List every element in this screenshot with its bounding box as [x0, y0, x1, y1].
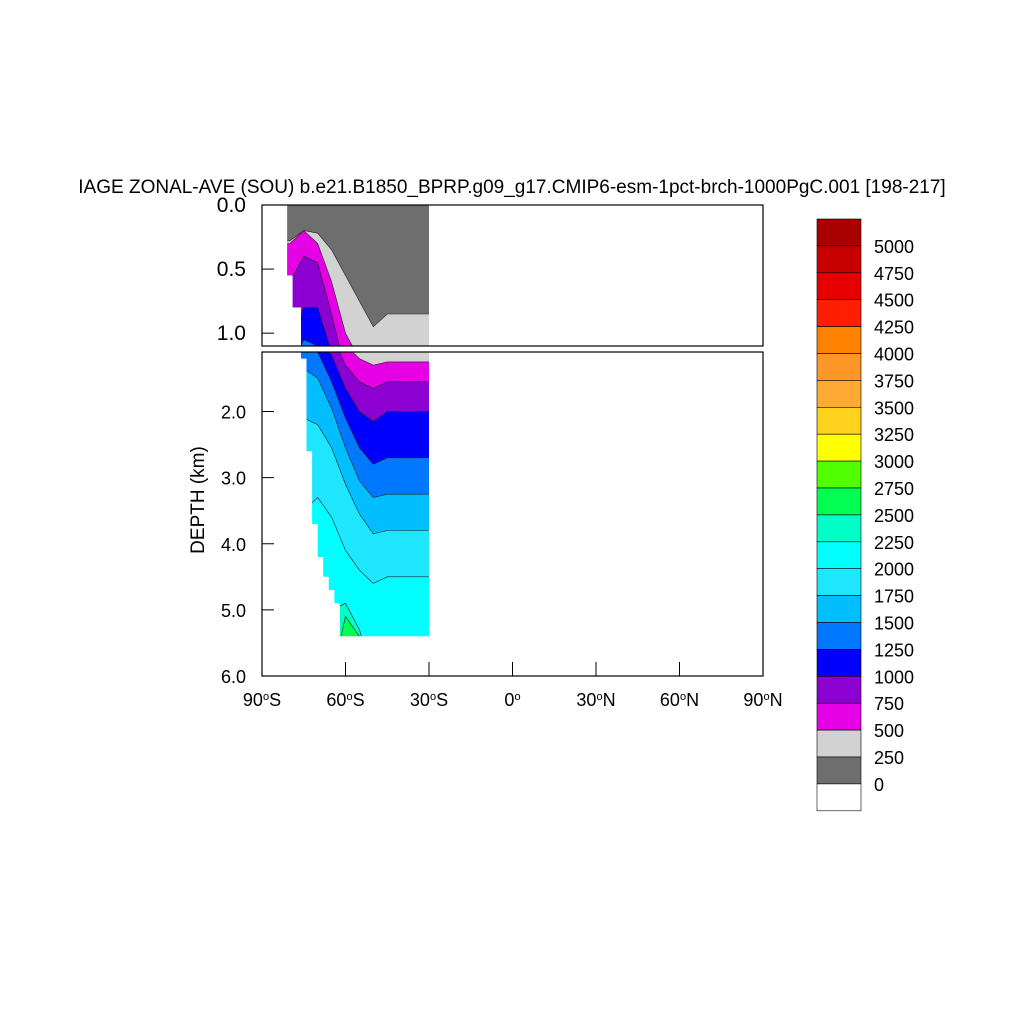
- colorbar-label: 2250: [874, 533, 914, 553]
- colorbar-swatch: [816, 299, 862, 327]
- x-tick-label: 90oS: [243, 690, 281, 710]
- x-tick-label: 60oS: [326, 690, 364, 710]
- top-y-tick-label: 0.5: [217, 258, 246, 281]
- colorbar-swatch: [816, 380, 862, 408]
- colorbar-swatch: [816, 595, 862, 623]
- axes: 90oS 60oS 30oS 0o 30oN 60oN 90oN 0.0 0.5 1.0 2.0 3.…: [217, 194, 783, 710]
- colorbar-label: 2000: [874, 560, 914, 580]
- x-tick-label: 0o: [504, 690, 520, 710]
- colorbar-label: 1500: [874, 614, 914, 634]
- colorbar-label: 2500: [874, 506, 914, 526]
- colorbar-swatch: [816, 622, 862, 650]
- x-tick-label: 30oN: [576, 690, 615, 710]
- colorbar-label: 3250: [874, 425, 914, 445]
- colorbar-swatch: [816, 460, 862, 489]
- top-land-mask: [262, 205, 301, 346]
- colorbar: 0 250 500 750 1000 1250 1500 1750 2000 2250 2500 27…: [816, 218, 914, 812]
- x-tick-label: 90oN: [743, 690, 782, 710]
- top-band-2250: [279, 628, 435, 1000]
- colorbar-swatch: [816, 218, 862, 247]
- y-axis-label: DEPTH (km): [188, 446, 209, 554]
- colorbar-swatch: [816, 406, 862, 435]
- bottom-y-tick-label: 5.0: [221, 601, 246, 621]
- colorbar-label: 5000: [874, 237, 914, 257]
- bottom-y-tick-label: 3.0: [221, 469, 246, 489]
- top-band-1500: [300, 339, 319, 346]
- bottom-land-mask: [262, 352, 429, 676]
- colorbar-label: 3000: [874, 452, 914, 472]
- colorbar-label: 4750: [874, 264, 914, 284]
- colorbar-swatch: [816, 353, 862, 381]
- colorbar-label: 4500: [874, 291, 914, 311]
- bottom-panel-contour-field: [262, 352, 763, 676]
- colorbar-swatch: [816, 702, 862, 731]
- colorbar-label: 500: [874, 721, 904, 741]
- colorbar-swatch: [816, 514, 862, 543]
- colorbar-swatch: [816, 326, 862, 354]
- colorbar-swatch: [816, 487, 862, 516]
- colorbar-label: 0: [874, 775, 884, 795]
- top-north-land: [429, 205, 763, 346]
- colorbar-swatch: [816, 245, 862, 274]
- colorbar-label: 750: [874, 694, 904, 714]
- top-band-2750: [279, 859, 435, 1000]
- colorbar-label: 1750: [874, 587, 914, 607]
- colorbar-label: 3750: [874, 371, 914, 391]
- colorbar-label: 1000: [874, 667, 914, 687]
- colorbar-swatch: [816, 729, 862, 758]
- bottom-y-tick-label: 2.0: [221, 403, 246, 423]
- colorbar-swatch: [816, 541, 862, 569]
- colorbar-swatch: [816, 568, 862, 596]
- colorbar-label: 3500: [874, 398, 914, 418]
- colorbar-swatch: [816, 272, 862, 300]
- colorbar-swatch: [816, 649, 862, 677]
- colorbar-swatch: [816, 433, 862, 462]
- colorbar-label: 4250: [874, 318, 914, 338]
- chart-title: IAGE ZONAL-AVE (SOU) b.e21.B1850_BPRP.g0…: [78, 177, 945, 198]
- colorbar-label: 1250: [874, 640, 914, 660]
- top-y-tick-label: 0.0: [217, 194, 246, 217]
- x-tick-label: 60oN: [660, 690, 699, 710]
- colorbar-label: 250: [874, 748, 904, 768]
- bottom-y-tick-label: 4.0: [221, 535, 246, 555]
- colorbar-swatch: [816, 675, 862, 704]
- colorbar-label: 4000: [874, 345, 914, 365]
- top-panel-frame: [261, 204, 764, 347]
- colorbar-swatch: [816, 756, 862, 785]
- top-panel-contour-field: [262, 205, 763, 1000]
- colorbar-label: 2750: [874, 479, 914, 499]
- bottom-north-land: [429, 352, 763, 676]
- x-tick-label: 30oS: [410, 690, 448, 710]
- bottom-y-tick-label: 6.0: [221, 667, 246, 687]
- top-band-2500: [279, 833, 435, 1000]
- top-band-1250: [278, 307, 330, 346]
- top-y-tick-label: 1.0: [217, 322, 246, 345]
- colorbar-swatch: [816, 783, 862, 812]
